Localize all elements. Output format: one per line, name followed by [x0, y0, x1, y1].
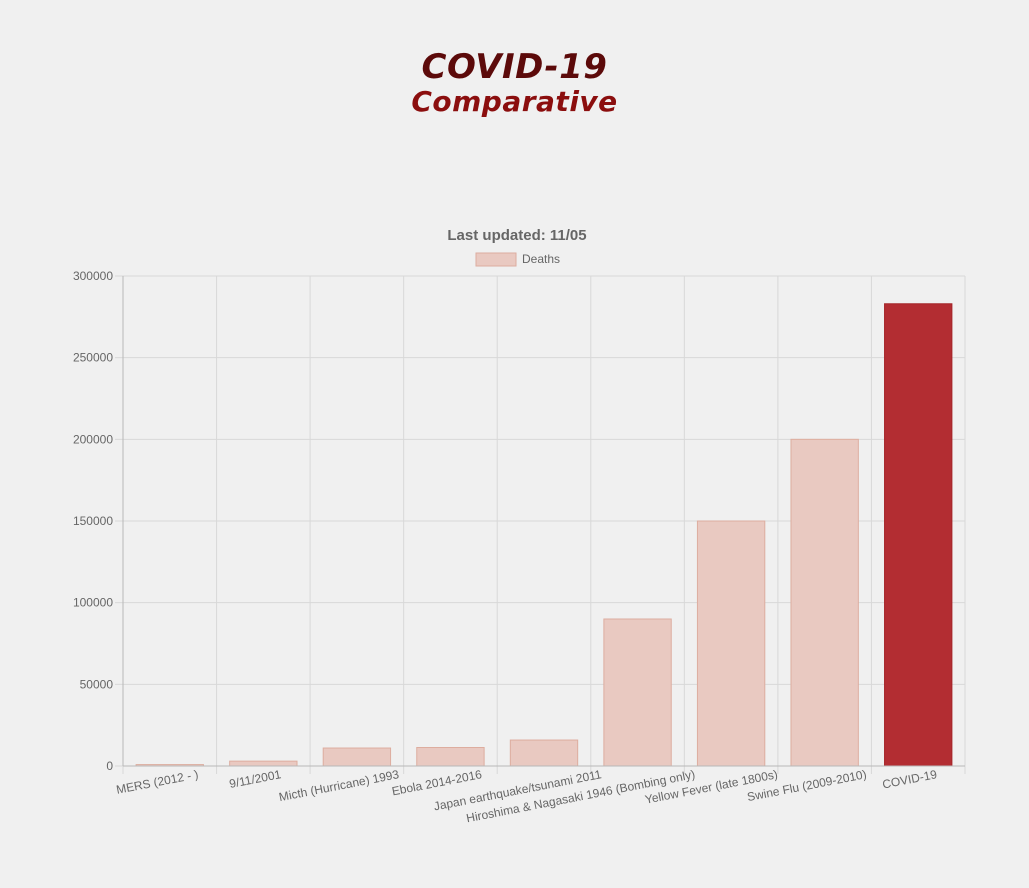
bar-3[interactable]	[416, 747, 485, 767]
y-tick-label: 200000	[73, 432, 113, 446]
bar-8[interactable]	[884, 303, 953, 767]
page-header: COVID-19 Comparative	[0, 48, 1029, 118]
x-tick-label: COVID-19	[881, 767, 938, 791]
bar-7[interactable]	[790, 438, 859, 767]
chart-legend[interactable]: Deaths	[475, 252, 560, 267]
chart-title: Last updated: 11/05	[447, 227, 586, 244]
y-tick-label: 250000	[73, 351, 113, 365]
y-tick-label: 0	[106, 759, 113, 773]
chart-container: Last updated: 11/05 Deaths 0 50000 100000 1…	[0, 210, 1029, 870]
bar-6[interactable]	[696, 520, 766, 767]
legend-label: Deaths	[522, 252, 560, 266]
bar-2[interactable]	[322, 747, 392, 767]
x-tick-label: 9/11/2001	[228, 767, 283, 791]
y-tick-label: 50000	[80, 677, 114, 691]
legend-swatch	[475, 252, 517, 267]
bar-5[interactable]	[603, 618, 672, 767]
bars-layer	[135, 303, 953, 767]
bar-1[interactable]	[229, 760, 298, 767]
page-subtitle: Comparative	[411, 85, 618, 118]
x-tick-label: Micth (Hurricane) 1993	[278, 767, 401, 804]
y-tick-label: 300000	[73, 269, 113, 283]
y-tick-label: 100000	[73, 596, 113, 610]
page-title: COVID-19	[421, 47, 608, 87]
grid-layer	[122, 275, 966, 774]
x-tick-label: MERS (2012 - )	[115, 767, 199, 797]
y-tick-label: 150000	[73, 514, 113, 528]
bar-chart: Last updated: 11/05 Deaths 0 50000 100000 1…	[73, 227, 966, 825]
axes-layer	[115, 275, 965, 767]
bar-4[interactable]	[509, 739, 579, 767]
